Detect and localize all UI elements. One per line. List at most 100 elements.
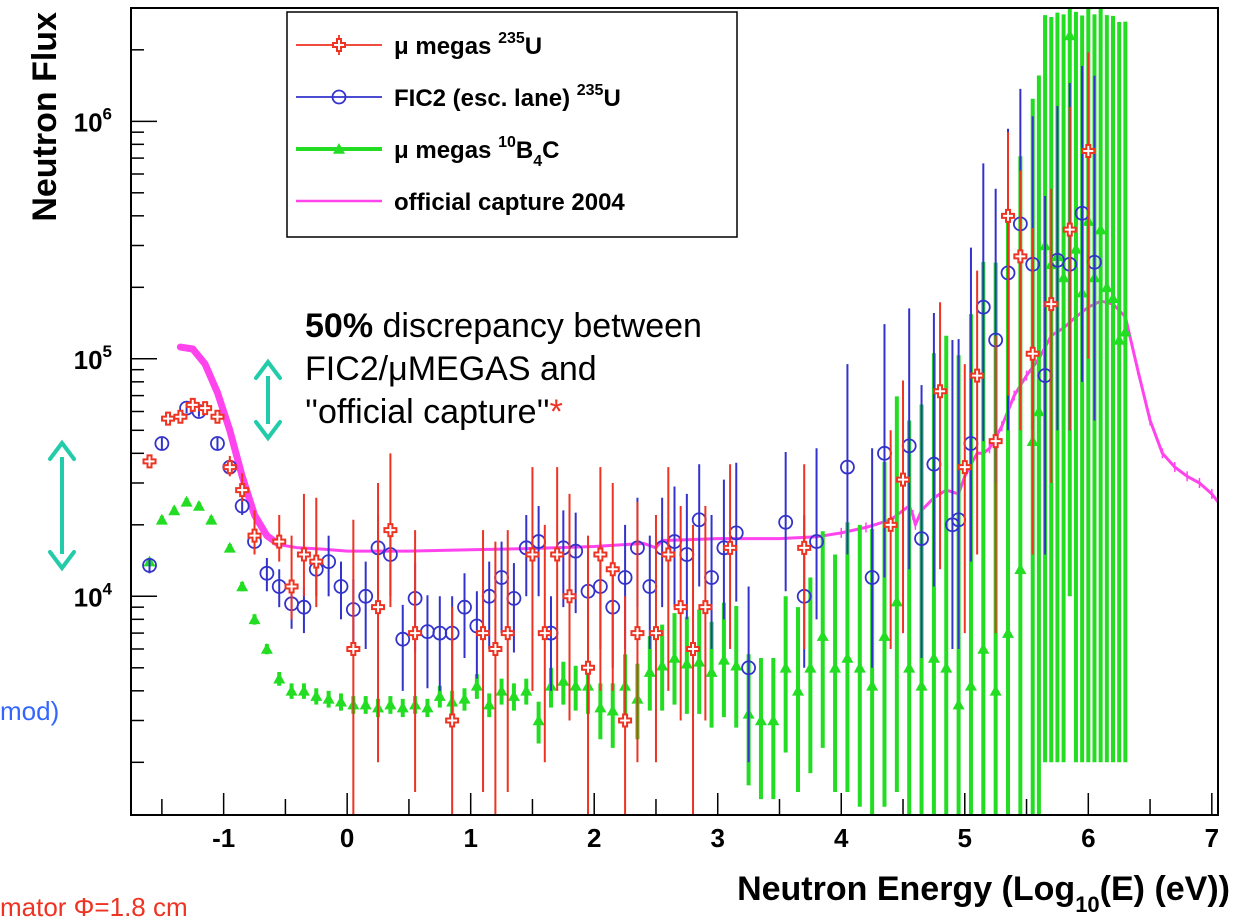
legend-marker [333, 143, 345, 154]
umegas_b4c-point [903, 661, 916, 673]
umegas_b4c-point [260, 642, 273, 654]
umegas_u235-point [1062, 222, 1077, 237]
series-u235 [142, 52, 1096, 815]
legend-label: μ megas 10B4C [394, 134, 559, 170]
arrow-discrepancy [254, 358, 282, 442]
umegas_b4c-point [192, 500, 205, 511]
legend-marker [331, 89, 347, 105]
umegas_u235-point [222, 460, 237, 475]
umegas_b4c-point [767, 714, 780, 726]
umegas_b4c-point [779, 661, 792, 673]
umegas_b4c-point [853, 661, 866, 673]
umegas_b4c-point [168, 504, 181, 516]
umegas_u235-point [648, 626, 663, 641]
y-axis-title: Neutron Flux [26, 12, 64, 222]
y-tick-label: 106 [74, 104, 112, 137]
umegas_b4c-point [693, 655, 706, 667]
fic2_u235-point [778, 514, 794, 530]
umegas_u235-point [142, 454, 157, 469]
legend-label: FIC2 (esc. lane) 235U [394, 82, 621, 112]
umegas_b4c-point [569, 679, 582, 691]
umegas_u235-point [235, 483, 250, 498]
umegas_b4c-point [532, 714, 545, 726]
fic2_u235-point [142, 557, 157, 573]
fic2_u235-point [210, 436, 225, 451]
umegas_u235-point [284, 579, 299, 594]
arrow-head-up [48, 439, 76, 461]
umegas_u235-point [296, 547, 311, 562]
umegas_b4c-point [989, 684, 1002, 696]
umegas_b4c-point [1002, 627, 1015, 638]
umegas_u235-point [661, 547, 676, 562]
umegas_b4c-point [285, 684, 298, 696]
x-axis-title: Neutron Energy (Log10(E) (eV)) [737, 870, 1230, 917]
x-tick-label: 5 [958, 823, 972, 853]
umegas_b4c-point [421, 701, 434, 713]
legend-box [286, 11, 738, 238]
umegas_b4c-point [964, 679, 977, 691]
x-axis: -1 0 1 2 3 4 5 6 7 [161, 793, 1219, 853]
umegas_u235-point [1025, 346, 1040, 361]
umegas_b4c-point [155, 513, 168, 525]
umegas_b4c-point [297, 684, 310, 696]
umegas_b4c-point [754, 714, 767, 726]
x-tick-label: 6 [1081, 823, 1095, 853]
umegas_b4c-point [866, 679, 879, 691]
annotation-bold: 50% [305, 307, 373, 345]
legend: μ megas 235U FIC2 (esc. lane) 235U μ megas… [286, 11, 738, 238]
fic2_u235-point [358, 588, 374, 604]
fic2_u235-point [617, 570, 633, 585]
umegas_u235-point [593, 547, 608, 562]
svg-text:50% discrepancy between: 50% discrepancy between [305, 307, 702, 345]
annotation-asterisk: * [550, 393, 563, 431]
umegas_b4c-point [1032, 405, 1045, 417]
umegas_b4c-point [717, 653, 730, 665]
umegas_b4c-point [180, 495, 193, 507]
official-capture-thick-line [176, 343, 283, 549]
umegas_b4c-point [507, 690, 520, 701]
x-tick-label: 1 [463, 823, 477, 853]
umegas_u235-point [723, 540, 738, 555]
fic2_u235-point [809, 534, 824, 549]
umegas_u235-point [1044, 297, 1059, 312]
umegas_u235-point [488, 641, 503, 656]
x-tick-label: 0 [340, 823, 354, 853]
annotation-line3: ''official capture'' [305, 393, 550, 431]
umegas_b4c-point [396, 701, 409, 713]
umegas_b4c-point [310, 690, 323, 701]
umegas_u235-point [445, 713, 460, 728]
discrepancy-annotation: 50% discrepancy between FIC2/μMEGAS and … [305, 307, 702, 431]
umegas_u235-point [797, 540, 812, 555]
umegas_b4c-point [606, 704, 619, 716]
umegas_b4c-point [248, 613, 261, 625]
umegas_b4c-point [205, 513, 218, 525]
umegas_u235-point [957, 460, 972, 475]
umegas_b4c-point [1100, 281, 1113, 293]
umegas_b4c-point [792, 684, 805, 696]
bottom-note: mator Φ=1.8 cm [0, 892, 188, 920]
umegas_u235-point [630, 626, 645, 641]
umegas_b4c-point [927, 651, 940, 663]
svg-text:''official capture''*: ''official capture''* [305, 393, 563, 431]
umegas_b4c-point [1107, 292, 1120, 303]
umegas_u235-point [896, 472, 911, 487]
umegas_u235-point [161, 411, 176, 426]
umegas_b4c-point [977, 642, 990, 654]
umegas_u235-point [550, 547, 565, 562]
umegas_b4c-point [643, 666, 656, 677]
arrow-head-up [254, 358, 282, 380]
arrow-head-down [254, 420, 282, 442]
umegas_u235-point [500, 626, 515, 641]
umegas_b4c-point [1094, 223, 1107, 235]
x-tick-label: 4 [834, 823, 849, 853]
umegas_b4c-point [223, 541, 236, 553]
umegas_u235-point [1013, 249, 1028, 264]
umegas_b4c-point [273, 672, 286, 684]
annotation-line1: discrepancy between [373, 307, 702, 345]
umegas_u235-point [525, 547, 540, 562]
umegas_b4c-point [1063, 29, 1076, 41]
fic2_u235-point [840, 459, 855, 475]
fic2_u235-point [296, 599, 312, 615]
arrow-left [48, 439, 76, 572]
